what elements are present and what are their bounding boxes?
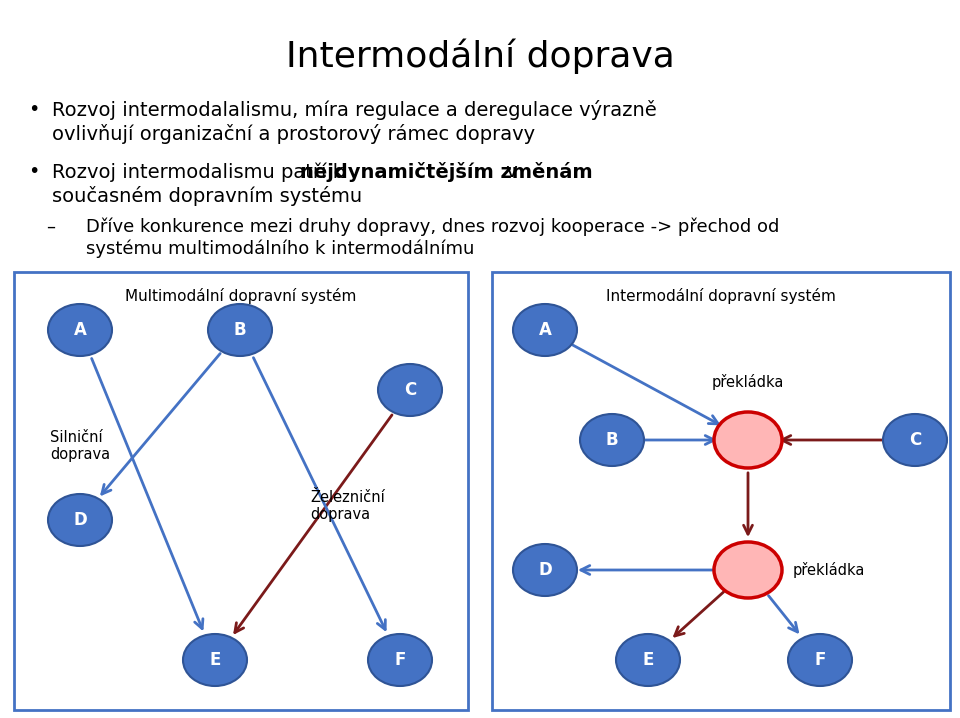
Text: A: A [74,321,86,339]
Text: A: A [539,321,551,339]
Ellipse shape [48,304,112,356]
Text: Rozvoj intermodalalismu, míra regulace a deregulace výrazně: Rozvoj intermodalalismu, míra regulace a… [52,100,657,120]
Text: F: F [395,651,406,669]
Text: překládka: překládka [793,562,865,578]
Text: v: v [500,162,517,181]
Ellipse shape [714,412,782,468]
Text: B: B [606,431,618,449]
Ellipse shape [378,364,442,416]
Text: systému multimodálního k intermodálnímu: systému multimodálního k intermodálnímu [86,240,474,258]
Ellipse shape [183,634,247,686]
Bar [14,272,468,710]
Ellipse shape [883,414,947,466]
Ellipse shape [513,544,577,596]
Text: překládka: překládka [711,374,784,390]
Text: D: D [539,561,552,579]
Ellipse shape [513,304,577,356]
Text: Intermodální doprava: Intermodální doprava [286,38,674,73]
Text: nejdynamičtějším změnám: nejdynamičtějším změnám [300,162,592,182]
Text: F: F [814,651,826,669]
Ellipse shape [714,542,782,598]
Text: Rozvoj intermodalismu patří k: Rozvoj intermodalismu patří k [52,162,350,182]
Text: Intermodální dopravní systém: Intermodální dopravní systém [606,288,836,304]
Text: C: C [909,431,922,449]
Ellipse shape [48,494,112,546]
Text: Železniční
doprava: Železniční doprava [310,490,385,523]
Text: Multimodální dopravní systém: Multimodální dopravní systém [126,288,357,304]
Ellipse shape [580,414,644,466]
Text: ovlivňují organizační a prostorový rámec dopravy: ovlivňují organizační a prostorový rámec… [52,124,535,144]
Text: B: B [233,321,247,339]
Text: E: E [642,651,654,669]
Bar [492,272,950,710]
Text: C: C [404,381,416,399]
Ellipse shape [788,634,852,686]
Text: Silniční
doprava: Silniční doprava [50,430,110,462]
Ellipse shape [208,304,272,356]
Ellipse shape [616,634,680,686]
Text: D: D [73,511,86,529]
Text: •: • [28,100,39,119]
Text: –: – [46,218,55,236]
Ellipse shape [368,634,432,686]
Text: Dříve konkurence mezi druhy dopravy, dnes rozvoj kooperace -> přechod od: Dříve konkurence mezi druhy dopravy, dne… [86,218,780,236]
Text: současném dopravním systému: současném dopravním systému [52,186,362,206]
Text: E: E [209,651,221,669]
Text: •: • [28,162,39,181]
